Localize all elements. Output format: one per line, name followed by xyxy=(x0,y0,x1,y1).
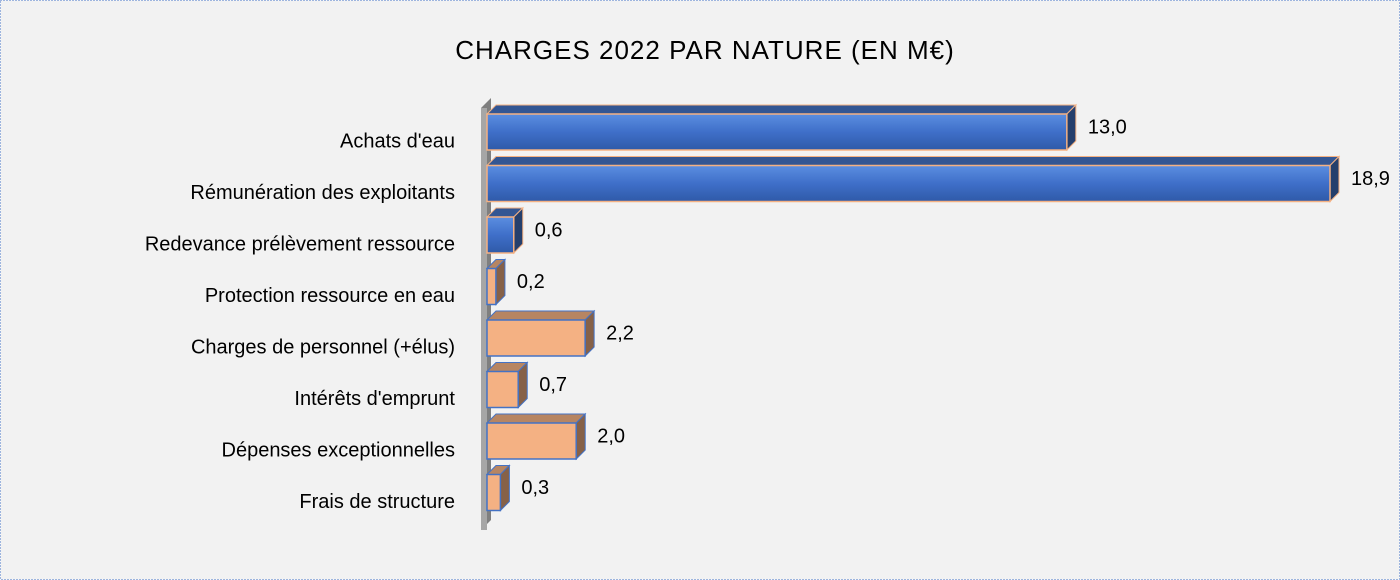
data-label: 0,6 xyxy=(535,219,563,241)
category-label: Achats d'eau xyxy=(340,130,455,152)
category-label: Dépenses exceptionnelles xyxy=(222,439,456,461)
category-label: Protection ressource en eau xyxy=(205,285,455,307)
bar xyxy=(486,319,586,357)
bar-top xyxy=(485,310,596,321)
bar xyxy=(486,422,577,460)
data-label: 2,2 xyxy=(606,322,634,344)
data-label: 13,0 xyxy=(1088,116,1127,138)
axis-wall-front xyxy=(481,108,487,530)
data-label: 0,7 xyxy=(539,374,567,396)
data-label: 0,3 xyxy=(521,477,549,499)
bar xyxy=(486,473,502,512)
data-label: 2,0 xyxy=(597,425,625,447)
bar xyxy=(486,216,515,254)
bar xyxy=(486,267,497,306)
bar xyxy=(486,164,1331,203)
bar-top xyxy=(485,104,1078,115)
data-label: 18,9 xyxy=(1351,168,1390,190)
bar xyxy=(486,370,519,409)
chart-title: CHARGES 2022 PAR NATURE (EN M€) xyxy=(455,35,955,65)
category-label: Frais de structure xyxy=(299,491,455,513)
bar-top xyxy=(485,413,587,424)
bar xyxy=(486,113,1068,151)
category-label: Redevance prélèvement ressource xyxy=(145,233,455,255)
data-label: 0,2 xyxy=(517,271,545,293)
bar-top xyxy=(485,156,1341,166)
category-label: Charges de personnel (+élus) xyxy=(191,336,455,358)
category-label: Rémunération des exploitants xyxy=(190,182,455,204)
category-label: Intérêts d'emprunt xyxy=(294,388,455,410)
